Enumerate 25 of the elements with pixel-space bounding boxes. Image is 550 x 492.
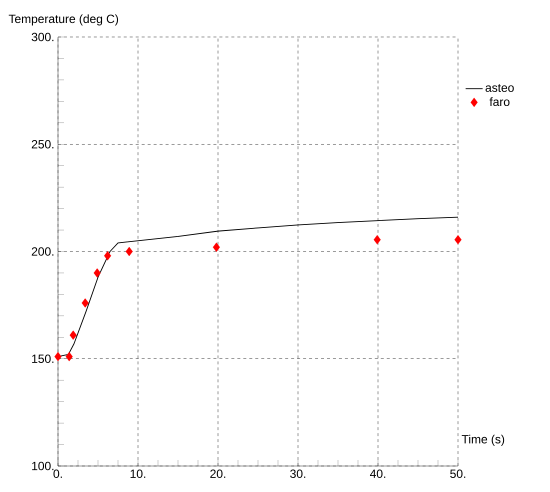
legend-label: faro — [490, 97, 510, 106]
y-tick-label: 300. — [32, 32, 54, 42]
x-axis-title: Time (s) — [462, 434, 504, 446]
point — [70, 330, 77, 340]
x-tick-label: 0. — [53, 470, 62, 478]
point — [454, 235, 462, 244]
point — [82, 298, 89, 308]
x-tick-label: 20. — [210, 470, 226, 478]
point — [104, 251, 112, 260]
y-tick-label: 250. — [32, 140, 54, 148]
point — [374, 235, 381, 244]
x-tick-label: 30. — [290, 470, 306, 478]
point — [94, 268, 101, 278]
point — [126, 246, 133, 256]
x-tick-label: 50. — [450, 470, 466, 478]
y-tick-label: 150. — [32, 354, 54, 363]
point — [212, 242, 220, 252]
point — [54, 352, 62, 362]
y-axis-title: Temperature (deg C) — [8, 14, 118, 26]
y-tick-label: 200. — [32, 247, 54, 256]
y-tick-label: 100. — [32, 462, 54, 470]
legend-label: asteo — [486, 84, 514, 92]
x-tick-label: 40. — [370, 470, 386, 478]
point — [66, 352, 73, 362]
x-tick-label: 10. — [130, 470, 146, 478]
